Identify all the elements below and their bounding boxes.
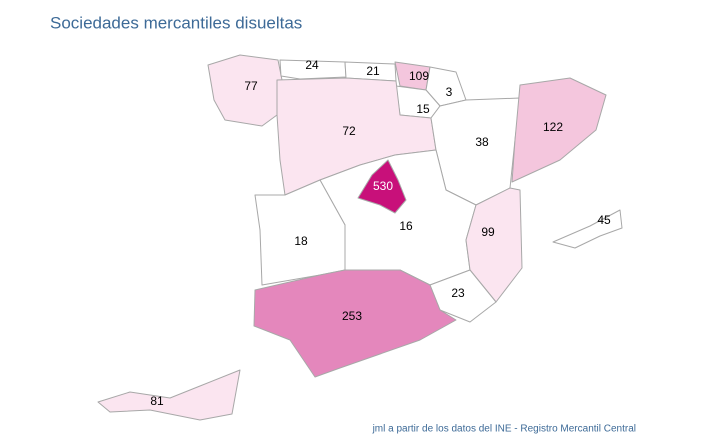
value-label: 15 xyxy=(416,102,430,116)
value-label: 72 xyxy=(342,124,356,138)
value-label: 81 xyxy=(150,394,164,408)
value-label: 3 xyxy=(446,85,453,99)
value-label: 45 xyxy=(597,213,611,227)
value-label: 109 xyxy=(409,69,429,83)
region xyxy=(357,159,407,214)
value-labels: 77 24 21 109 3 15 72 38 122 530 16 18 99… xyxy=(150,58,611,408)
value-label: 122 xyxy=(543,120,563,134)
region xyxy=(552,209,623,249)
value-label: 24 xyxy=(305,58,319,72)
region xyxy=(511,77,607,183)
source-note: jml a partir de los datos del INE - Regi… xyxy=(372,424,636,435)
region xyxy=(253,269,457,378)
value-label: 77 xyxy=(244,79,258,93)
value-label: 38 xyxy=(475,135,489,149)
value-label: 21 xyxy=(366,64,380,78)
value-label: 530 xyxy=(373,179,393,193)
value-label: 18 xyxy=(294,234,308,248)
value-label: 16 xyxy=(399,219,413,233)
map-title: Sociedades mercantiles disueltas xyxy=(50,13,302,32)
region xyxy=(465,187,523,303)
value-label: 99 xyxy=(481,225,495,239)
region xyxy=(279,59,347,80)
value-label: 253 xyxy=(342,309,362,323)
region xyxy=(97,369,241,421)
regions xyxy=(97,54,623,421)
value-label: 23 xyxy=(451,286,465,300)
